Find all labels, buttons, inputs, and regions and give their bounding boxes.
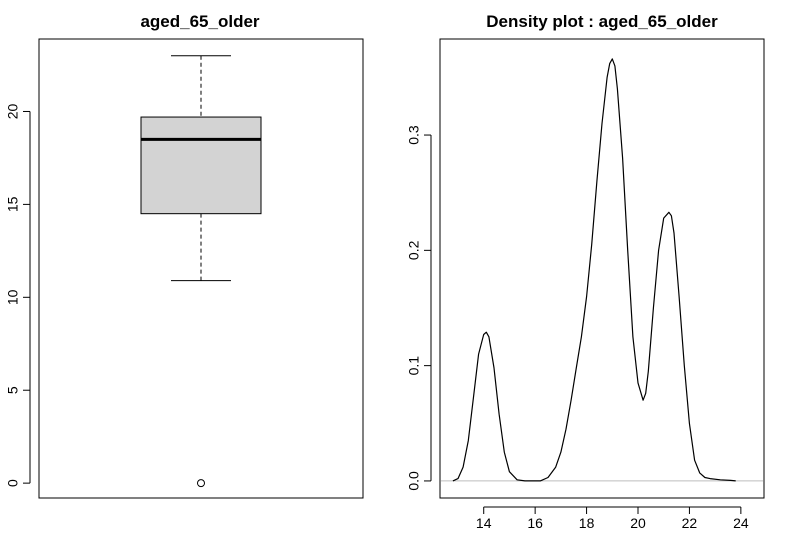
x-tick-label: 20 — [630, 515, 646, 531]
x-tick-label: 24 — [733, 515, 749, 531]
density-title: Density plot : aged_65_older — [486, 12, 718, 31]
boxplot-panel: aged_65_older 0 5 10 15 20 — [5, 12, 364, 499]
boxplot-y-axis: 0 5 10 15 20 — [5, 103, 31, 487]
y-tick-label: 15 — [5, 196, 21, 212]
x-tick-label: 14 — [476, 515, 492, 531]
y-tick-label: 20 — [5, 103, 21, 119]
density-panel: Density plot : aged_65_older 0.00.10.20.… — [406, 12, 765, 531]
boxplot-marks — [140, 55, 262, 488]
boxplot-title: aged_65_older — [140, 12, 259, 31]
density-y-axis: 0.0 0.1 0.2 0.3 — [406, 125, 432, 491]
box-iqr — [140, 116, 262, 215]
outlier-point — [197, 479, 205, 488]
density-curve — [452, 58, 736, 482]
y-tick-label: 0.0 — [406, 471, 422, 491]
y-tick-label: 0.3 — [406, 125, 422, 145]
y-tick-label: 0.2 — [406, 240, 422, 260]
density-frame — [439, 38, 765, 499]
density-x-axis: 14 16 18 20 22 24 — [476, 506, 749, 531]
y-tick-label: 0.1 — [406, 356, 422, 376]
boxplot-frame — [38, 38, 364, 499]
x-tick-label: 22 — [682, 515, 698, 531]
y-tick-label: 10 — [5, 289, 21, 305]
x-tick-label: 16 — [527, 515, 543, 531]
x-tick-label: 18 — [579, 515, 595, 531]
y-tick-label: 5 — [5, 386, 21, 394]
y-tick-label: 0 — [5, 479, 21, 487]
density-marks — [441, 58, 763, 482]
